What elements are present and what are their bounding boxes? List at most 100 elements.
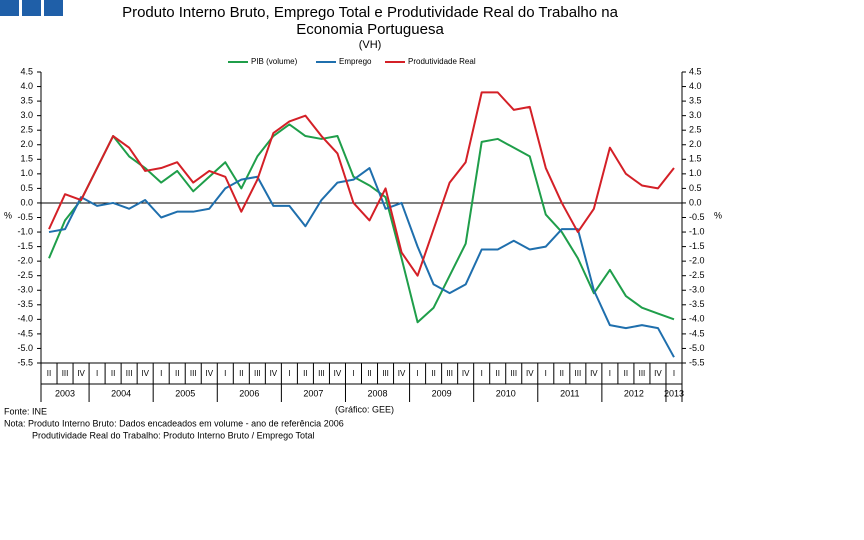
- y-tick-label: -1.0: [17, 226, 33, 236]
- x-tick-label: I: [416, 369, 418, 378]
- y2-tick-label: 0.0: [689, 197, 702, 207]
- x-tick-label: II: [239, 369, 243, 378]
- y2-tick-label: 4.5: [689, 66, 702, 76]
- x-tick-label: IV: [270, 369, 278, 378]
- y-tick-label: -5.0: [17, 343, 33, 353]
- y2-tick-label: -1.5: [689, 241, 705, 251]
- x-tick-label: II: [624, 369, 628, 378]
- y-tick-label: 2.5: [20, 125, 33, 135]
- year-label: 2011: [560, 388, 579, 398]
- series-line: [48, 123, 675, 324]
- x-tick-label: II: [111, 369, 115, 378]
- y-tick-label: -0.5: [17, 212, 33, 222]
- y2-tick-label: 3.5: [689, 95, 702, 105]
- chart-title: Produto Interno Bruto, Emprego Total e P…: [122, 4, 618, 38]
- y2-tick-label: 2.0: [689, 139, 702, 149]
- y-tick-label: -2.0: [17, 256, 33, 266]
- x-tick-label: I: [352, 369, 354, 378]
- icon: [0, 0, 19, 16]
- y-tick-label: 1.0: [20, 168, 33, 178]
- y2-axis-label: %: [714, 210, 722, 220]
- y2-tick-label: -2.5: [689, 270, 705, 280]
- x-tick-label: I: [160, 369, 162, 378]
- x-tick-label: IV: [141, 369, 149, 378]
- x-tick-label: II: [495, 369, 499, 378]
- x-tick-label: III: [62, 369, 69, 378]
- y2-tick-label: -0.5: [689, 212, 705, 222]
- y2-tick-label: -3.0: [689, 285, 705, 295]
- y2-tick-label: 2.5: [689, 125, 702, 135]
- x-tick-label: I: [96, 369, 98, 378]
- x-tick-label: IV: [77, 369, 85, 378]
- x-tick-label: II: [47, 369, 51, 378]
- y-tick-label: 3.5: [20, 95, 33, 105]
- x-tick-label: III: [575, 369, 582, 378]
- year-label: 2010: [496, 388, 516, 398]
- x-tick-label: IV: [526, 369, 534, 378]
- y2-tick-label: -5.0: [689, 343, 705, 353]
- y-tick-label: -2.5: [17, 270, 33, 280]
- y-tick-label: -3.5: [17, 299, 33, 309]
- note: Produtividade Real do Trabalho: Produto …: [32, 430, 315, 440]
- y2-tick-label: -4.5: [689, 328, 705, 338]
- y2-tick-label: -4.0: [689, 314, 705, 324]
- note: Nota: Produto Interno Bruto: Dados encad…: [4, 418, 344, 428]
- year-label: 2012: [624, 388, 644, 398]
- x-tick-label: II: [303, 369, 307, 378]
- source: Fonte: INE: [4, 406, 47, 416]
- x-tick-label: IV: [398, 369, 406, 378]
- series-line: [48, 167, 675, 358]
- y2-tick-label: -5.5: [689, 357, 705, 367]
- y-tick-label: 4.5: [20, 66, 33, 76]
- year-label: 2005: [175, 388, 195, 398]
- year-label: 2003: [55, 388, 75, 398]
- y-tick-label: -3.0: [17, 285, 33, 295]
- x-tick-label: III: [318, 369, 325, 378]
- y2-tick-label: 3.0: [689, 110, 702, 120]
- x-tick-label: IV: [462, 369, 470, 378]
- x-tick-label: III: [446, 369, 453, 378]
- x-tick-label: III: [254, 369, 261, 378]
- x-tick-label: II: [560, 369, 564, 378]
- x-tick-label: III: [382, 369, 389, 378]
- year-label: 2007: [303, 388, 323, 398]
- y-tick-label: 0.5: [20, 183, 33, 193]
- x-tick-label: III: [510, 369, 517, 378]
- y-tick-label: 2.0: [20, 139, 33, 149]
- icon: [22, 0, 41, 16]
- year-label: 2013: [664, 388, 684, 398]
- y-axis-label: %: [4, 210, 12, 220]
- x-tick-label: I: [673, 369, 675, 378]
- y-tick-label: -4.0: [17, 314, 33, 324]
- y2-tick-label: 1.0: [689, 168, 702, 178]
- legend-label: Produtividade Real: [408, 57, 476, 66]
- y-tick-label: 1.5: [20, 154, 33, 164]
- year-label: 2006: [239, 388, 259, 398]
- year-label: 2008: [368, 388, 388, 398]
- x-tick-label: I: [288, 369, 290, 378]
- x-tick-label: IV: [590, 369, 598, 378]
- legend-label: PIB (volume): [251, 57, 298, 66]
- y2-tick-label: 0.5: [689, 183, 702, 193]
- y2-tick-label: 1.5: [689, 154, 702, 164]
- x-tick-label: I: [224, 369, 226, 378]
- y-tick-label: 0.0: [20, 197, 33, 207]
- x-tick-label: II: [175, 369, 179, 378]
- y2-tick-label: 4.0: [689, 81, 702, 91]
- x-tick-label: IV: [334, 369, 342, 378]
- y-tick-label: 3.0: [20, 110, 33, 120]
- y2-tick-label: -2.0: [689, 256, 705, 266]
- chart-subtitle: (VH): [359, 39, 382, 51]
- x-tick-label: IV: [654, 369, 662, 378]
- x-tick-label: I: [545, 369, 547, 378]
- y-tick-label: -4.5: [17, 328, 33, 338]
- y2-tick-label: -1.0: [689, 226, 705, 236]
- x-tick-label: IV: [205, 369, 213, 378]
- x-tick-label: III: [639, 369, 646, 378]
- x-tick-label: III: [190, 369, 197, 378]
- y2-tick-label: -3.5: [689, 299, 705, 309]
- legend-label: Emprego: [339, 57, 372, 66]
- x-tick-label: I: [609, 369, 611, 378]
